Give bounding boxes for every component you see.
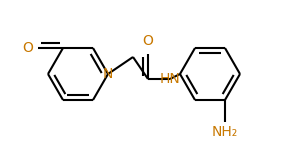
Text: HN: HN	[160, 72, 180, 86]
Text: O: O	[23, 41, 33, 55]
Text: O: O	[143, 34, 153, 48]
Text: N: N	[103, 67, 113, 81]
Text: NH₂: NH₂	[212, 125, 238, 139]
